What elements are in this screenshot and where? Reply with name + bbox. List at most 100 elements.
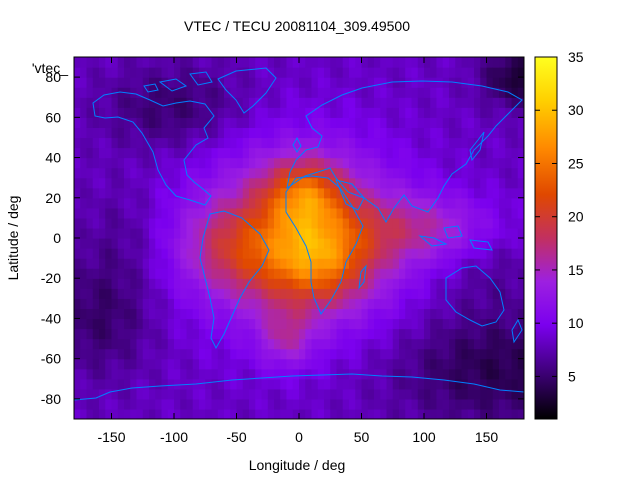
heatmap-cell bbox=[149, 117, 156, 128]
heatmap-cell bbox=[417, 137, 425, 149]
heatmap-cell bbox=[305, 348, 313, 360]
heatmap-cell bbox=[349, 318, 356, 330]
heatmap-cell bbox=[186, 368, 194, 380]
heatmap-cell bbox=[461, 288, 469, 299]
heatmap-cell bbox=[461, 127, 469, 139]
heatmap-cell bbox=[86, 338, 94, 350]
heatmap-cell bbox=[430, 268, 438, 279]
heatmap-cell bbox=[230, 398, 238, 410]
heatmap-cell bbox=[299, 217, 306, 229]
heatmap-cell bbox=[186, 278, 194, 289]
heatmap-cell bbox=[449, 187, 456, 199]
heatmap-cell bbox=[311, 87, 319, 98]
colorbar-tick-label: 10 bbox=[568, 315, 584, 331]
heatmap-cell bbox=[136, 248, 144, 259]
heatmap-cell bbox=[417, 187, 425, 199]
heatmap-cell bbox=[317, 217, 325, 229]
heatmap-cell bbox=[355, 378, 363, 390]
heatmap-cell bbox=[105, 358, 113, 370]
heatmap-cell bbox=[105, 328, 113, 340]
heatmap-cell bbox=[330, 107, 338, 118]
heatmap-cell bbox=[399, 368, 406, 380]
heatmap-cell bbox=[99, 157, 106, 169]
x-tick-label: 150 bbox=[475, 429, 499, 445]
heatmap-cell bbox=[142, 117, 150, 128]
heatmap-cell bbox=[511, 197, 519, 209]
heatmap-cell bbox=[317, 187, 325, 199]
heatmap-cell bbox=[199, 358, 206, 370]
heatmap-cell bbox=[236, 97, 244, 108]
heatmap-cell bbox=[174, 258, 181, 269]
heatmap-cell bbox=[449, 217, 456, 229]
heatmap-cell bbox=[492, 378, 500, 390]
heatmap-cell bbox=[411, 268, 419, 279]
heatmap-cell bbox=[430, 87, 438, 98]
heatmap-cell bbox=[411, 248, 419, 259]
heatmap-cell bbox=[261, 207, 269, 219]
heatmap-cell bbox=[342, 298, 350, 309]
heatmap-cell bbox=[399, 268, 406, 279]
heatmap-cell bbox=[330, 77, 338, 88]
coastline-south-america bbox=[199, 210, 270, 350]
heatmap-cell bbox=[261, 308, 269, 320]
heatmap-cell bbox=[517, 368, 524, 380]
heatmap-cell bbox=[499, 217, 506, 229]
heatmap-cell bbox=[124, 167, 131, 179]
heatmap-cell bbox=[161, 358, 169, 370]
heatmap-cell bbox=[311, 227, 319, 239]
heatmap-cell bbox=[417, 157, 425, 169]
heatmap-cell bbox=[386, 97, 394, 108]
heatmap-cell bbox=[299, 368, 306, 380]
heatmap-cell bbox=[299, 177, 306, 189]
heatmap-cell bbox=[255, 288, 263, 299]
heatmap-cell bbox=[286, 368, 294, 380]
heatmap-cell bbox=[74, 127, 81, 139]
heatmap-cell bbox=[311, 268, 319, 279]
heatmap-cell bbox=[117, 147, 125, 159]
heatmap-cell bbox=[299, 238, 306, 249]
heatmap-cell bbox=[474, 97, 481, 108]
heatmap-cell bbox=[74, 167, 81, 179]
heatmap-cell bbox=[142, 238, 150, 249]
heatmap-cell bbox=[474, 278, 481, 289]
heatmap-cell bbox=[305, 338, 313, 350]
heatmap-cell bbox=[211, 67, 219, 78]
heatmap-cell bbox=[461, 137, 469, 149]
heatmap-cell bbox=[286, 278, 294, 289]
heatmap-cell bbox=[305, 278, 313, 289]
heatmap-cell bbox=[330, 217, 338, 229]
heatmap-cell bbox=[267, 207, 275, 219]
heatmap-cell bbox=[324, 117, 331, 128]
heatmap-cell bbox=[255, 378, 263, 390]
heatmap-cell bbox=[186, 117, 194, 128]
heatmap-cell bbox=[486, 408, 494, 419]
heatmap-cell bbox=[480, 368, 488, 380]
heatmap-cell bbox=[99, 368, 106, 380]
heatmap-cell bbox=[392, 408, 400, 419]
heatmap-cell bbox=[86, 398, 94, 410]
heatmap-cell bbox=[480, 87, 488, 98]
heatmap-cell bbox=[149, 57, 156, 68]
heatmap-cell bbox=[267, 408, 275, 419]
heatmap-cell bbox=[180, 187, 188, 199]
heatmap-cell bbox=[274, 238, 281, 249]
heatmap-cell bbox=[399, 227, 406, 239]
heatmap-cell bbox=[130, 127, 138, 139]
heatmap-cell bbox=[99, 278, 106, 289]
heatmap-cell bbox=[261, 318, 269, 330]
heatmap-cell bbox=[74, 308, 81, 320]
heatmap-cell bbox=[180, 398, 188, 410]
heatmap-cell bbox=[299, 87, 306, 98]
heatmap-cell bbox=[386, 298, 394, 309]
heatmap-cell bbox=[317, 227, 325, 239]
heatmap-cell bbox=[230, 127, 238, 139]
heatmap-cell bbox=[286, 268, 294, 279]
heatmap-cell bbox=[455, 87, 463, 98]
heatmap-cell bbox=[74, 258, 81, 269]
heatmap-cell bbox=[211, 348, 219, 360]
heatmap-cell bbox=[467, 358, 475, 370]
heatmap-cell bbox=[367, 137, 375, 149]
heatmap-cell bbox=[236, 248, 244, 259]
heatmap-cell bbox=[242, 288, 250, 299]
heatmap-cell bbox=[261, 368, 269, 380]
